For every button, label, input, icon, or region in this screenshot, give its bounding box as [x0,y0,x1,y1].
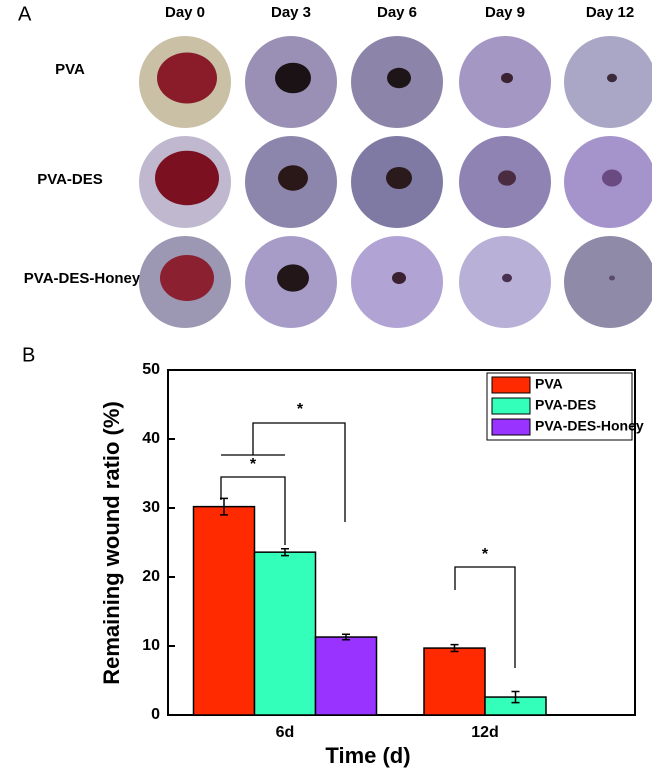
legend-label: PVA-DES [535,397,596,413]
error-bar [281,547,289,557]
x-tick-label: 6d [276,724,295,741]
column-label: Day 3 [271,4,311,21]
wound [275,62,311,94]
error-bar [450,643,459,653]
significance-bracket [454,566,516,668]
y-tick-label: 50 [142,361,160,378]
wound-photo [564,36,652,128]
significance-bracket [252,422,346,522]
legend-swatch [491,418,531,436]
row-label: PVA-DES [37,171,103,188]
y-axis-label: Remaining wound ratio (%) [99,401,124,685]
wound [498,170,516,186]
wound [157,52,217,104]
error-bar [511,690,520,704]
x-axis-label: Time (d) [325,743,410,768]
wound [160,255,214,301]
y-tick-label: 20 [142,568,160,585]
wound [602,169,622,187]
legend-label: PVA [535,376,563,392]
significance-label: * [250,456,257,473]
row-label: PVA [55,61,85,78]
wound-photo [459,236,551,328]
row-label: PVA-DES-Honey [24,270,141,287]
bar [192,505,256,716]
bar [253,551,317,716]
legend-swatch [491,397,531,415]
y-tick-label: 40 [142,430,160,447]
column-label: Day 6 [377,4,417,21]
panel-label: B [22,344,35,366]
column-label: Day 12 [586,4,634,21]
legend-label: PVA-DES-Honey [535,418,644,434]
panel-label: A [18,3,32,25]
significance-label: * [482,546,489,563]
wound-photo [564,236,652,328]
wound [278,165,308,191]
wound [392,272,406,284]
wound [609,275,615,281]
significance-label: * [297,401,304,418]
y-tick-label: 10 [142,637,160,654]
column-label: Day 0 [165,4,205,21]
y-tick-label: 30 [142,499,160,516]
wound [155,150,219,206]
y-tick-label: 0 [151,706,160,723]
plot-frame [167,369,636,716]
bar [423,647,486,716]
legend-swatch [491,376,531,394]
column-label: Day 9 [485,4,525,21]
wound [607,73,617,83]
wound [501,72,513,84]
error-bar [342,633,350,641]
bar [314,636,378,716]
x-tick-label: 12d [471,724,499,741]
wound [387,67,411,89]
wound [277,264,309,292]
wound [502,273,512,283]
wound [386,166,412,190]
